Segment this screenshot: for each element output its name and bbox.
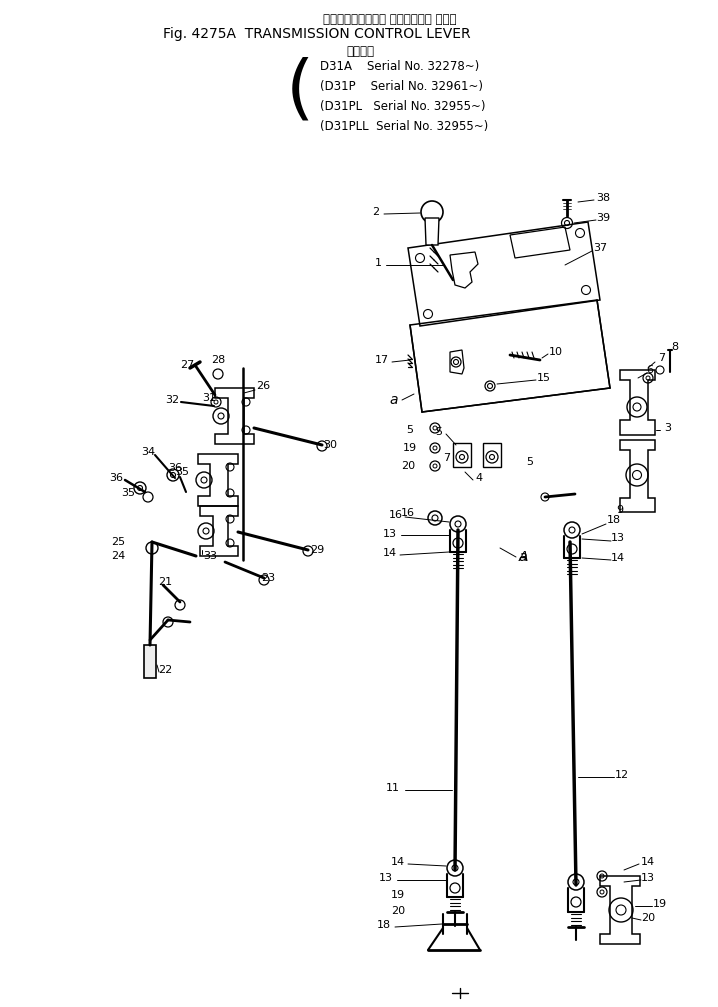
Text: A: A (518, 550, 528, 564)
Text: 13: 13 (611, 533, 625, 543)
Text: 2: 2 (373, 207, 380, 217)
Text: 12: 12 (615, 770, 629, 780)
Text: 25: 25 (111, 537, 125, 547)
Text: 33: 33 (203, 551, 217, 561)
Text: トランスミッション コントロール レバー: トランスミッション コントロール レバー (323, 13, 457, 26)
Text: 38: 38 (596, 193, 610, 203)
Text: 19: 19 (653, 899, 667, 909)
Polygon shape (144, 645, 156, 678)
Text: a: a (390, 393, 398, 407)
Text: 19: 19 (391, 890, 405, 900)
Text: 6: 6 (646, 365, 653, 375)
Text: 31: 31 (202, 393, 216, 403)
Text: 7: 7 (444, 453, 451, 463)
Text: 28: 28 (211, 355, 225, 365)
Text: 5: 5 (436, 427, 442, 437)
Text: 34: 34 (141, 447, 155, 457)
Text: 22: 22 (158, 665, 172, 675)
Text: 20: 20 (391, 906, 405, 916)
Text: (D31PL   Serial No. 32955~): (D31PL Serial No. 32955~) (320, 100, 485, 113)
Text: 7: 7 (658, 353, 666, 363)
Text: 32: 32 (165, 395, 179, 405)
Text: 13: 13 (383, 529, 397, 539)
Text: 35: 35 (175, 467, 189, 477)
Bar (453, 443, 471, 467)
Text: 26: 26 (256, 381, 270, 391)
Text: 14: 14 (383, 548, 397, 558)
Text: 24: 24 (111, 551, 125, 561)
Text: 18: 18 (377, 920, 391, 930)
Text: 9: 9 (617, 505, 623, 515)
Text: 13: 13 (379, 873, 393, 883)
Text: 1: 1 (375, 258, 381, 268)
Text: 17: 17 (375, 355, 389, 365)
Bar (483, 443, 501, 467)
Text: 29: 29 (310, 545, 324, 555)
Text: 14: 14 (391, 857, 405, 867)
Text: 36: 36 (109, 473, 123, 483)
Text: 14: 14 (611, 553, 625, 563)
Text: (: ( (286, 56, 314, 125)
Text: 4: 4 (475, 473, 482, 483)
Text: 39: 39 (596, 213, 610, 223)
Text: 16: 16 (401, 508, 415, 518)
Text: 30: 30 (323, 440, 337, 450)
Text: 18: 18 (607, 515, 621, 525)
Text: Fig. 4275A  TRANSMISSION CONTROL LEVER: Fig. 4275A TRANSMISSION CONTROL LEVER (163, 27, 470, 41)
Text: 16: 16 (389, 510, 403, 520)
Text: (D31PLL  Serial No. 32955~): (D31PLL Serial No. 32955~) (320, 120, 488, 133)
Text: 36: 36 (168, 463, 182, 473)
Text: 13: 13 (641, 873, 655, 883)
Polygon shape (425, 218, 439, 245)
Text: (D31P    Serial No. 32961~): (D31P Serial No. 32961~) (320, 80, 483, 93)
Text: 8: 8 (671, 342, 679, 352)
Text: 20: 20 (401, 461, 415, 471)
Text: 37: 37 (593, 243, 607, 253)
Text: a: a (518, 550, 527, 564)
Text: 23: 23 (261, 573, 275, 583)
Text: 10: 10 (549, 347, 563, 357)
Text: D31A    Serial No. 32278~): D31A Serial No. 32278~) (320, 60, 479, 73)
Text: 11: 11 (386, 783, 400, 793)
Text: 15: 15 (537, 373, 551, 383)
Text: 21: 21 (158, 577, 172, 587)
Text: 5: 5 (406, 425, 414, 435)
Text: 5: 5 (526, 457, 533, 467)
Text: 20: 20 (641, 913, 655, 923)
Text: 14: 14 (641, 857, 655, 867)
Text: 19: 19 (403, 443, 417, 453)
Text: 35: 35 (121, 488, 135, 498)
Text: 3: 3 (664, 423, 671, 433)
Circle shape (421, 201, 443, 223)
Text: 適用号機: 適用号機 (346, 45, 374, 58)
Text: 27: 27 (180, 359, 194, 370)
